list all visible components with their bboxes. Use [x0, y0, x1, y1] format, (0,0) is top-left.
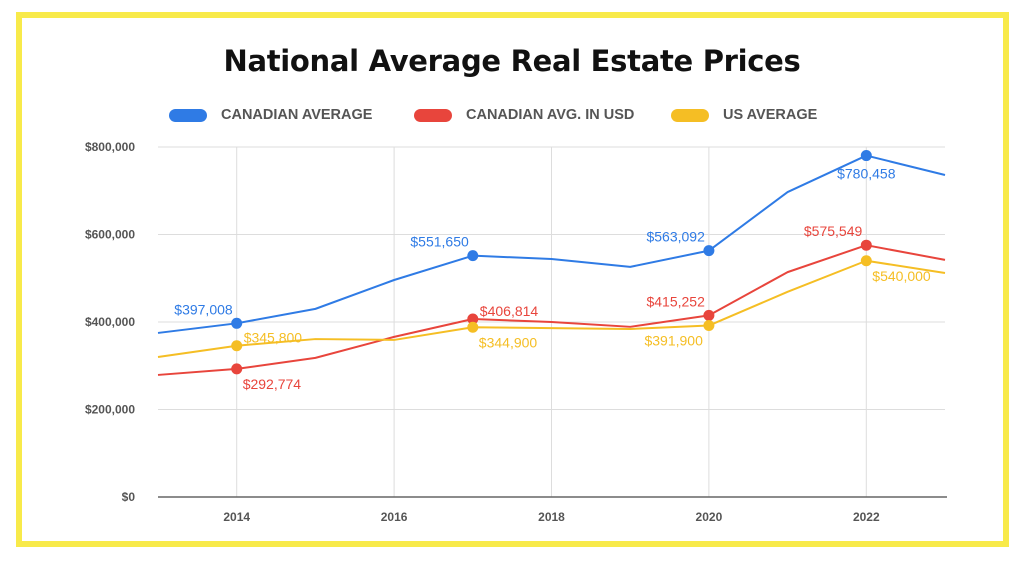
data-point	[703, 309, 715, 321]
data-point	[860, 150, 872, 162]
y-tick-label: $400,000	[85, 315, 135, 329]
legend-item-canadian-average[interactable]: CANADIAN AVERAGE	[169, 107, 372, 123]
data-label: $540,000	[872, 268, 931, 284]
data-points	[231, 150, 872, 375]
data-point	[231, 340, 243, 352]
series-line-2	[157, 259, 946, 358]
data-point	[231, 363, 243, 375]
data-label: $551,650	[410, 234, 469, 250]
data-label: $415,252	[646, 293, 705, 309]
data-point	[467, 321, 479, 333]
series-line-1	[157, 244, 946, 376]
chart-frame	[16, 12, 1009, 547]
data-point	[467, 313, 479, 325]
data-point	[860, 255, 872, 267]
legend-swatch-canadian-avg-usd	[414, 108, 452, 122]
y-tick-label: $800,000	[85, 140, 135, 154]
legend-swatch-canadian-average	[169, 108, 207, 122]
y-tick-label: $0	[122, 490, 136, 504]
x-tick-label: 2016	[381, 510, 408, 524]
axes: $0 $200,000 $400,000 $600,000 $800,000 2014 20…	[85, 140, 947, 524]
x-tick-label: 2022	[853, 510, 880, 524]
data-label: $345,800	[244, 330, 303, 346]
legend-label: US AVERAGE	[723, 107, 818, 123]
data-point	[231, 317, 243, 329]
data-label: $406,814	[480, 303, 539, 319]
series-lines	[157, 154, 946, 376]
data-label: $397,008	[174, 301, 233, 317]
legend-swatch-us-average	[671, 108, 709, 122]
data-label: $575,549	[804, 223, 863, 239]
y-tick-label: $600,000	[85, 228, 135, 242]
legend-item-us-average[interactable]: US AVERAGE	[671, 107, 817, 123]
x-tick-label: 2014	[223, 510, 250, 524]
data-label: $391,900	[644, 333, 703, 349]
legend: CANADIAN AVERAGE CANADIAN AVG. IN USD US…	[0, 107, 1024, 127]
data-point	[703, 245, 715, 257]
chart-title: National Average Real Estate Prices	[223, 44, 801, 78]
x-tick-label: 2018	[538, 510, 565, 524]
series-line-0	[157, 154, 946, 334]
data-labels: $397,008 $551,650 $563,092 $780,458 $292,774…	[174, 166, 931, 392]
legend-label: CANADIAN AVG. IN USD	[466, 107, 635, 123]
data-point	[860, 239, 872, 251]
data-label: $563,092	[646, 229, 705, 245]
data-point	[703, 320, 715, 332]
data-label: $292,774	[243, 376, 302, 392]
legend-item-canadian-avg-usd[interactable]: CANADIAN AVG. IN USD	[414, 107, 634, 123]
legend-label: CANADIAN AVERAGE	[221, 107, 373, 123]
y-tick-label: $200,000	[85, 403, 135, 417]
data-point	[467, 250, 479, 262]
data-label: $780,458	[837, 166, 896, 182]
data-label: $344,900	[479, 334, 538, 350]
x-tick-label: 2020	[696, 510, 723, 524]
